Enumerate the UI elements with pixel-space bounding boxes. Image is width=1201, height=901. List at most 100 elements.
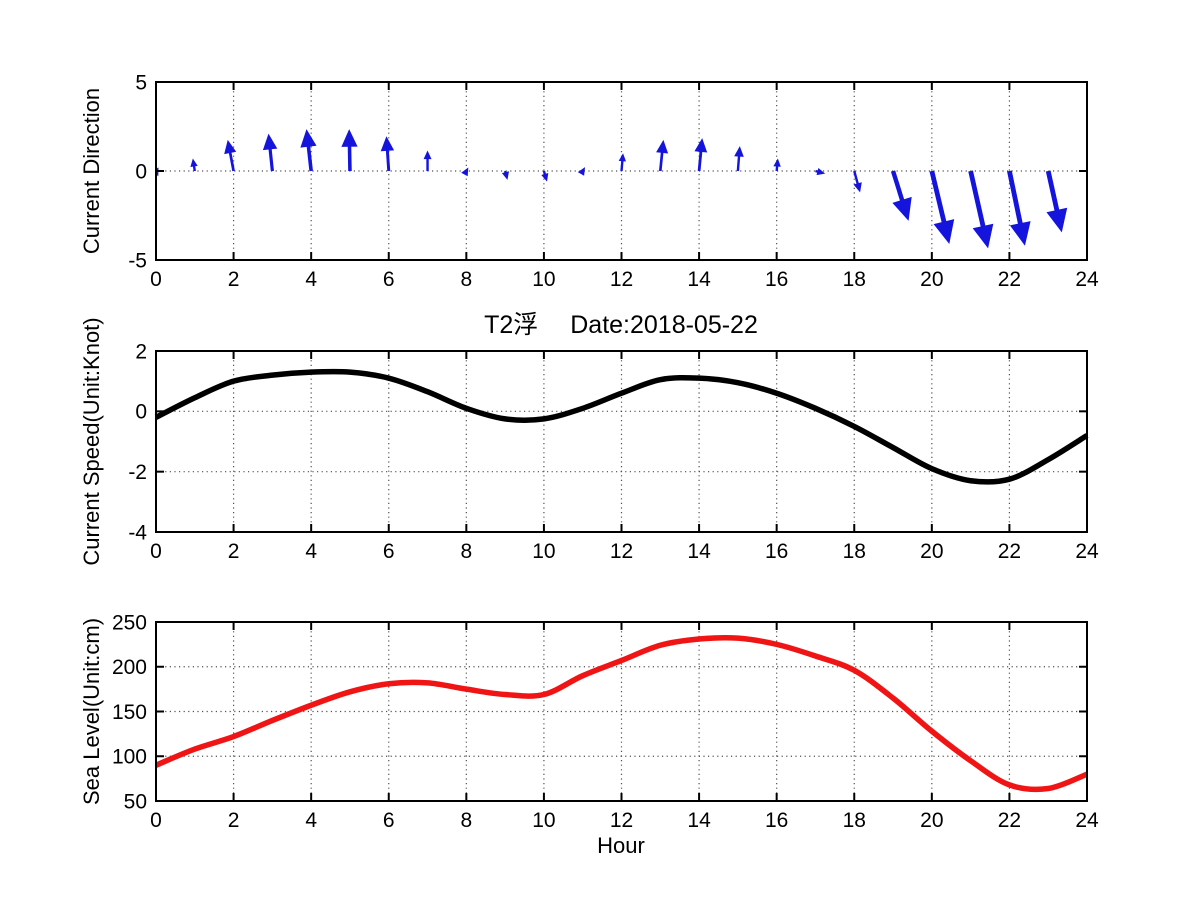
x-tick-label: 10 [532,809,555,832]
x-tick-label: 16 [765,540,788,563]
current-arrow-shaft [347,142,352,172]
axes-frame [155,350,1088,533]
current-arrow-shaft [1045,170,1061,217]
y-tick-label: 200 [112,656,147,679]
y-tick-label: -2 [128,461,147,484]
y-tick-label: 50 [124,790,147,813]
arrows-layer [155,129,1088,249]
ylabel-current-direction: Current Direction [79,88,104,254]
x-tick-label: 16 [765,809,788,832]
y-tick-label: 2 [135,340,147,363]
y-tick-label: 0 [135,401,147,424]
x-tick-label: 2 [228,268,240,291]
current-arrow-head [892,196,912,221]
x-tick-label: 24 [1075,268,1099,291]
current-arrow-shaft [968,170,987,233]
x-tick-label: 12 [610,809,633,832]
x-tick-label: 20 [920,540,943,563]
current-arrow-head [773,158,781,167]
current-arrow-head [341,129,358,147]
figure-title: T2浮 Date:2018-05-22 [484,311,758,339]
y-tick-label: 100 [112,746,147,769]
x-tick-label: 14 [687,809,711,832]
x-tick-label: 10 [532,540,555,563]
tick-marks [155,81,1088,261]
x-tick-label: 10 [532,268,555,291]
current-arrow-head [224,139,237,155]
y-tick-label: 150 [112,701,147,724]
x-tick-label: 2 [228,809,240,832]
current-arrow-shaft [853,170,860,186]
x-tick-label: 14 [687,268,711,291]
x-tick-label: 22 [998,809,1021,832]
x-tick-label: 18 [843,540,866,563]
grid-layer [156,622,1087,801]
current-arrow-shaft [929,170,948,228]
current-arrow-shaft [658,149,664,172]
x-tick-label: 16 [765,268,788,291]
current-arrow-head [300,129,317,148]
current-arrow-head [190,158,198,167]
current-arrow-shaft [228,149,235,172]
x-tick-label: 0 [150,809,162,832]
x-tick-label: 22 [998,540,1021,563]
x-tick-label: 2 [228,540,240,563]
current-arrow-head [656,139,669,154]
grid-layer [156,351,1087,532]
current-arrow-shaft [385,147,391,172]
current-arrow-head [694,138,708,153]
y-tick-label: 5 [135,71,147,94]
current-arrow-head [734,146,744,157]
current-arrow-head [541,173,549,182]
x-tick-label: 24 [1075,809,1099,832]
current-arrow-head [501,171,509,180]
x-tick-label: 6 [383,268,395,291]
y-tick-label: -4 [128,521,147,544]
x-tick-label: 6 [383,809,395,832]
current-arrow-head [1009,221,1031,246]
x-tick-label: 4 [305,268,317,291]
current-arrow-head [1046,207,1068,233]
current-arrow-head [618,153,626,162]
current-arrow-shaft [1007,170,1024,230]
current-arrow-head [577,167,586,176]
current-arrow-head [262,133,278,151]
sea-level-curve [154,634,1089,793]
x-tick-label: 4 [305,809,317,832]
x-tick-label: 24 [1075,540,1099,563]
x-tick-label: 20 [920,268,943,291]
x-tick-label: 6 [383,540,395,563]
current-arrow-head [461,167,469,177]
x-tick-label: 8 [460,809,472,832]
current-arrow-shaft [697,148,703,172]
x-tick-label: 18 [843,809,866,832]
x-tick-label: 22 [998,268,1021,291]
x-tick-label: 18 [843,268,866,291]
x-tick-label: 20 [920,809,943,832]
current-arrow-shaft [736,153,741,172]
current-arrow-head [816,168,826,176]
tick-marks [155,350,1088,533]
current-arrow-head [933,219,955,244]
y-tick-label: -5 [128,249,147,272]
tick-marks [155,621,1088,802]
current-arrow-shaft [306,142,313,172]
x-tick-label: 12 [610,268,633,291]
current-arrow-head [1087,189,1088,191]
current-arrow-head [853,182,862,193]
x-tick-label: 12 [610,540,633,563]
x-axis-label: Hour [597,833,645,858]
x-tick-label: 4 [305,540,317,563]
y-tick-label: 250 [112,611,147,634]
x-tick-label: 14 [687,540,711,563]
x-tick-label: 8 [460,268,472,291]
current-arrow-shaft [268,145,274,172]
ylabel-current-speed: Current Speed(Unit:Knot) [79,317,104,565]
